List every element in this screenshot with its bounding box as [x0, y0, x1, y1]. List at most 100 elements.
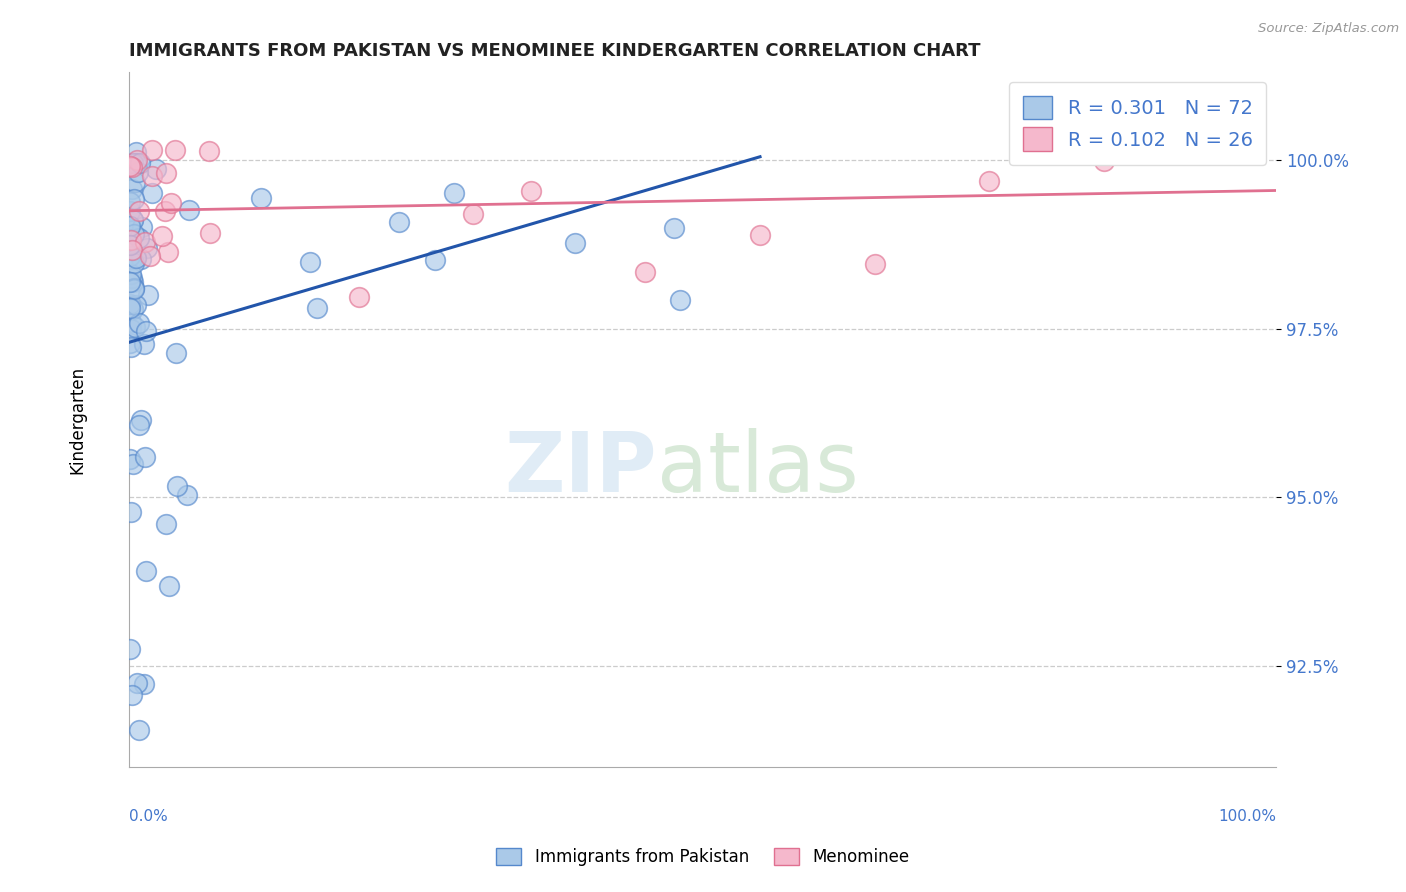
Point: [135, 241, 157, 255]
Point: [141, 186, 163, 200]
Point: [122, 280, 145, 294]
Point: [299, 255, 322, 269]
Point: [125, 297, 148, 311]
Point: [120, 505, 142, 519]
Point: [463, 207, 485, 221]
Point: [120, 160, 142, 174]
Point: [118, 249, 141, 263]
Legend: Immigrants from Pakistan, Menominee: Immigrants from Pakistan, Menominee: [488, 840, 918, 875]
Point: [118, 301, 141, 316]
Point: [120, 297, 142, 311]
Point: [121, 302, 143, 317]
Point: [128, 231, 150, 245]
Point: [122, 192, 145, 206]
Point: [198, 226, 221, 240]
Point: [134, 450, 156, 464]
Point: [120, 236, 142, 251]
Point: [124, 320, 146, 334]
Point: [121, 252, 143, 266]
Point: [121, 688, 143, 702]
Point: [120, 203, 142, 218]
Point: [121, 271, 143, 285]
Legend: R = 0.301   N = 72, R = 0.102   N = 26: R = 0.301 N = 72, R = 0.102 N = 26: [1010, 82, 1267, 165]
Point: [128, 723, 150, 737]
Point: [128, 316, 150, 330]
Point: [135, 324, 157, 338]
Point: [979, 173, 1001, 187]
Point: [118, 641, 141, 656]
Point: [122, 256, 145, 270]
Point: [129, 156, 152, 170]
Point: [127, 165, 149, 179]
Point: [176, 488, 198, 502]
Point: [129, 252, 152, 267]
Point: [564, 235, 586, 250]
Point: [122, 457, 145, 471]
Text: Kindergarten: Kindergarten: [69, 366, 87, 474]
Point: [132, 677, 155, 691]
Point: [150, 229, 173, 244]
Point: [141, 169, 163, 183]
Point: [121, 213, 143, 227]
Point: [120, 315, 142, 329]
Point: [249, 191, 271, 205]
Point: [128, 204, 150, 219]
Text: atlas: atlas: [657, 428, 859, 509]
Point: [118, 452, 141, 467]
Point: [124, 175, 146, 189]
Point: [166, 479, 188, 493]
Point: [134, 235, 156, 249]
Point: [138, 249, 160, 263]
Point: [118, 335, 141, 350]
Point: [156, 245, 179, 260]
Point: [125, 156, 148, 170]
Point: [125, 251, 148, 265]
Point: [122, 227, 145, 241]
Point: [160, 195, 183, 210]
Point: [425, 252, 447, 267]
Point: [163, 144, 186, 158]
Point: [179, 203, 201, 218]
Point: [120, 233, 142, 247]
Point: [662, 221, 685, 235]
Point: [121, 275, 143, 289]
Point: [121, 182, 143, 196]
Point: [307, 301, 329, 315]
Point: [155, 517, 177, 532]
Point: [120, 340, 142, 354]
Point: [157, 579, 180, 593]
Point: [118, 275, 141, 289]
Point: [165, 345, 187, 359]
Point: [1092, 153, 1115, 168]
Point: [136, 287, 159, 301]
Text: 100.0%: 100.0%: [1218, 809, 1277, 824]
Point: [122, 155, 145, 169]
Point: [388, 215, 411, 229]
Point: [127, 153, 149, 167]
Point: [135, 564, 157, 578]
Point: [634, 265, 657, 279]
Point: [121, 243, 143, 257]
Point: [749, 227, 772, 242]
Point: [120, 322, 142, 336]
Point: [122, 282, 145, 296]
Point: [863, 257, 886, 271]
Text: ZIP: ZIP: [505, 428, 657, 509]
Point: [122, 212, 145, 227]
Point: [118, 237, 141, 252]
Point: [141, 143, 163, 157]
Point: [155, 166, 177, 180]
Point: [128, 417, 150, 432]
Text: Source: ZipAtlas.com: Source: ZipAtlas.com: [1258, 22, 1399, 36]
Point: [347, 290, 370, 304]
Point: [120, 267, 142, 281]
Point: [131, 219, 153, 234]
Point: [519, 184, 541, 198]
Point: [198, 144, 221, 158]
Text: 0.0%: 0.0%: [129, 809, 169, 824]
Point: [668, 293, 690, 307]
Point: [129, 413, 152, 427]
Point: [118, 219, 141, 233]
Point: [443, 186, 465, 200]
Point: [134, 337, 156, 351]
